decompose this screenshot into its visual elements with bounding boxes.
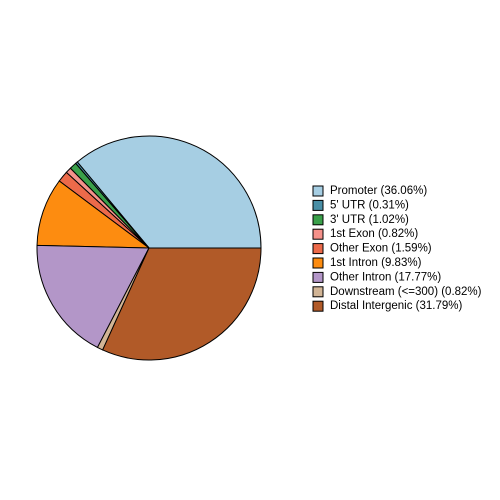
legend-label: Distal Intergenic (31.79%) [330, 300, 462, 312]
legend-swatch [312, 185, 324, 197]
pie-slice [36, 244, 150, 349]
legend-swatch [312, 300, 324, 312]
pie-slice [76, 135, 262, 249]
legend-label: 3' UTR (1.02%) [330, 214, 409, 226]
pie-slice [102, 247, 262, 361]
legend-swatch [312, 257, 324, 269]
legend-label: 5' UTR (0.31%) [330, 199, 409, 211]
legend-swatch [312, 214, 324, 226]
legend-label: Other Exon (1.59%) [330, 243, 432, 255]
legend-label: 1st Intron (9.83%) [330, 257, 422, 269]
legend-swatch [312, 271, 324, 283]
legend-swatch [312, 199, 324, 211]
legend-label: Other Intron (17.77%) [330, 271, 441, 283]
legend-swatch [312, 286, 324, 298]
legend-swatch [312, 228, 324, 240]
legend-label: 1st Exon (0.82%) [330, 228, 418, 240]
legend-label: Promoter (36.06%) [330, 185, 427, 197]
legend-label: Downstream (<=300) (0.82%) [330, 286, 482, 298]
legend-swatch [312, 243, 324, 255]
